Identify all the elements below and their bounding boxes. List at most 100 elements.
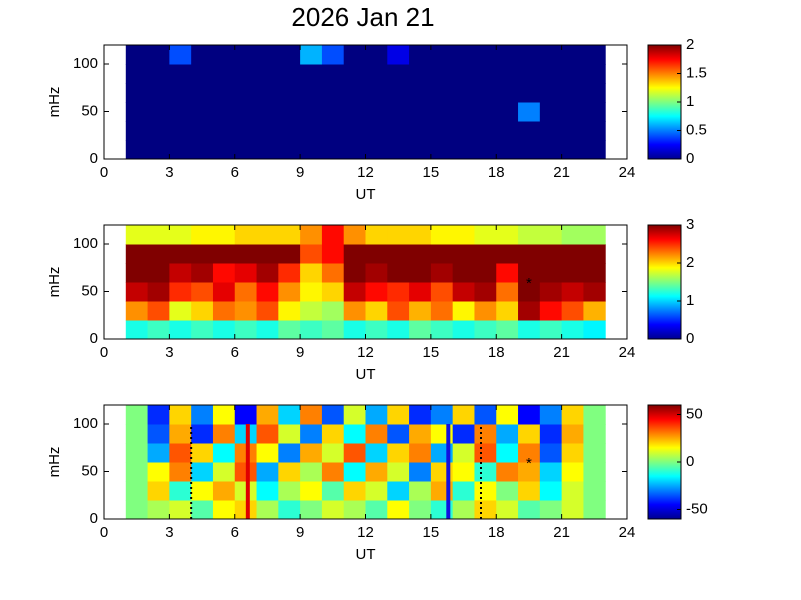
- heat-cell: [387, 424, 410, 444]
- heat-cell: [300, 263, 323, 283]
- heat-cell: [583, 263, 606, 283]
- x-tick-label: 0: [100, 344, 108, 361]
- heat-cell: [147, 121, 170, 141]
- heat-cell: [387, 102, 410, 122]
- heat-cell: [452, 320, 475, 340]
- heat-cell: [278, 225, 301, 245]
- heat-cell: [409, 225, 432, 245]
- x-tick-label: 12: [357, 344, 374, 361]
- colorbar-tick-label: 1: [686, 292, 694, 309]
- heat-cell: [300, 225, 323, 245]
- heat-cell: [169, 301, 192, 321]
- heat-cell: [539, 424, 563, 444]
- heat-cell: [300, 500, 323, 520]
- heat-cell: [365, 140, 388, 160]
- heat-cell: [365, 225, 388, 245]
- heat-cell: [212, 64, 236, 84]
- heat-cell: [539, 443, 563, 463]
- colorbar: [647, 224, 682, 340]
- heat-cell: [474, 263, 497, 283]
- heat-cell: [474, 121, 497, 141]
- heat-cell: [496, 320, 519, 340]
- heat-cell: [300, 83, 323, 103]
- x-tick-label: 21: [553, 524, 570, 541]
- colorbar-tick-label: 50: [686, 405, 703, 422]
- heat-cell: [387, 481, 410, 501]
- heat-cell: [300, 405, 323, 425]
- heat-cell: [539, 282, 563, 302]
- heat-cell: [496, 282, 519, 302]
- heat-cell: [387, 121, 410, 141]
- y-tick-label: 0: [90, 150, 98, 167]
- heat-cell: [278, 405, 301, 425]
- heat-cell: [474, 500, 497, 520]
- heat-cell: [300, 481, 323, 501]
- heat-cell: [496, 301, 519, 321]
- heat-cell: [191, 443, 214, 463]
- heat-cell: [343, 443, 366, 463]
- heat-cell: [234, 263, 258, 283]
- x-tick-label: 9: [296, 164, 304, 181]
- heat-cell: [191, 500, 214, 520]
- heat-cell: [430, 405, 454, 425]
- heat-cell: [169, 244, 192, 264]
- heat-cell: [561, 244, 584, 264]
- heat-cell: [365, 83, 388, 103]
- x-tick-label: 9: [296, 524, 304, 541]
- heat-cell: [430, 83, 454, 103]
- heat-cell: [234, 282, 258, 302]
- y-tick-label: 100: [73, 55, 98, 72]
- heat-cell: [539, 320, 563, 340]
- heat-cell: [496, 500, 519, 520]
- heat-cell: [191, 405, 214, 425]
- heat-cell: [212, 102, 236, 122]
- heat-cell: [474, 140, 497, 160]
- heat-cell: [278, 102, 301, 122]
- heat-cell: [387, 443, 410, 463]
- heat-cell: [256, 282, 279, 302]
- heat-cell: [387, 244, 410, 264]
- heat-cell: [539, 244, 563, 264]
- heat-cell: [343, 263, 366, 283]
- heat-cell: [191, 301, 214, 321]
- heat-cell: [169, 225, 192, 245]
- heat-cell: [387, 301, 410, 321]
- heat-cell: [256, 45, 279, 65]
- heat-cell: [561, 121, 584, 141]
- heat-cell: [452, 443, 475, 463]
- heat-cell: [430, 244, 454, 264]
- heat-cell: [409, 481, 432, 501]
- heat-cell: [365, 405, 388, 425]
- colorbar-tick-label: -50: [686, 500, 708, 517]
- heat-cell: [474, 102, 497, 122]
- heat-cell: [234, 320, 258, 340]
- heat-cell: [125, 225, 149, 245]
- heat-cell: [474, 301, 497, 321]
- heat-cell: [256, 424, 279, 444]
- heat-cell: [583, 225, 606, 245]
- heat-cell: [300, 140, 323, 160]
- heat-cell: [321, 83, 345, 103]
- heat-cell: [561, 405, 584, 425]
- x-tick-label: 3: [165, 164, 173, 181]
- heat-cell: [212, 320, 236, 340]
- heat-cell: [191, 462, 214, 482]
- heat-cell: [278, 481, 301, 501]
- heat-cell: [518, 45, 541, 65]
- heat-cell: [300, 320, 323, 340]
- y-tick-label: 50: [81, 102, 98, 119]
- x-axis-label: UT: [356, 186, 376, 203]
- heat-cell: [212, 83, 236, 103]
- heat-cell: [212, 282, 236, 302]
- heat-cell: [561, 64, 584, 84]
- heat-cell: [256, 244, 279, 264]
- heat-cell: [191, 225, 214, 245]
- x-tick-label: 18: [488, 344, 505, 361]
- colorbar-tick-label: 2: [686, 36, 694, 53]
- heat-cell: [256, 301, 279, 321]
- heat-cell: [191, 140, 214, 160]
- colorbar-tick-label: 0: [686, 453, 694, 470]
- heat-cell: [518, 225, 541, 245]
- heat-cell: [365, 481, 388, 501]
- heat-cell: [409, 424, 432, 444]
